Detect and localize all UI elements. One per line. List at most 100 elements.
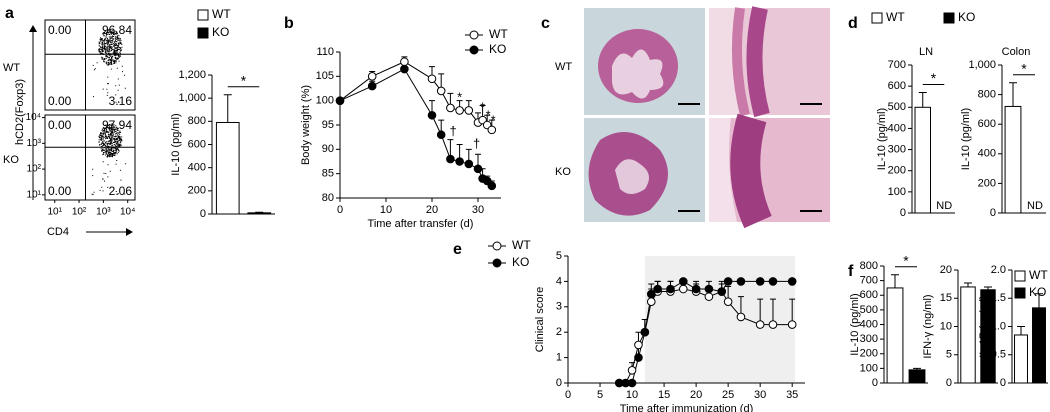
- value-label: ND: [936, 200, 952, 212]
- quadrant-value: 0.00: [48, 118, 72, 132]
- legend-label: KO: [512, 255, 529, 269]
- y-tick-label: 1,000: [968, 59, 996, 71]
- x-axis-label: CD4: [47, 226, 69, 238]
- x-tick-label: 10¹: [48, 207, 63, 218]
- y-axis-label: IL-10 (pg/ml): [960, 108, 972, 170]
- error-bar: [918, 91, 927, 108]
- x-tick-label: 10³: [96, 207, 111, 218]
- y-tick-label: 105: [316, 70, 334, 82]
- y-axis-label: IL-10 (pg/ml): [170, 113, 182, 175]
- significance: *: [241, 72, 247, 88]
- x-axis-label: Time after transfer (d): [368, 218, 474, 230]
- annotation: *: [486, 108, 491, 123]
- y-tick-label: 10: [940, 320, 952, 332]
- point: [646, 297, 656, 307]
- y-axis-label: Body weight (%): [300, 85, 312, 165]
- y-tick-label: 300: [860, 333, 878, 345]
- point: [723, 297, 733, 307]
- y-tick-label: 0: [556, 377, 562, 389]
- y-tick-label: 10³: [27, 138, 42, 149]
- y-tick-label: 200: [888, 165, 906, 177]
- y-tick-label: 15: [940, 292, 952, 304]
- bar: [1004, 105, 1022, 214]
- annotation: †: [473, 136, 480, 151]
- legend-swatch: [871, 12, 883, 24]
- point: [755, 277, 765, 286]
- y-tick-label: 1.5: [991, 292, 1006, 304]
- point: [436, 86, 446, 96]
- x-tick-label: 10: [626, 389, 638, 401]
- error-bar: [913, 367, 921, 370]
- plot-frame: [44, 19, 136, 111]
- y-tick-label: 1,000: [178, 92, 206, 104]
- row-label: KO: [3, 154, 19, 166]
- panel-label: e: [453, 241, 462, 258]
- y-tick-label: 0: [900, 207, 906, 219]
- legend-swatch: [943, 12, 955, 24]
- y-tick-label: 90: [322, 143, 334, 155]
- x-tick-label: 5: [597, 389, 603, 401]
- point: [678, 284, 688, 294]
- panel-label: f: [848, 263, 854, 280]
- point: [634, 353, 643, 362]
- y-tick-label: 400: [860, 318, 878, 330]
- point: [427, 110, 437, 120]
- error-bar: [984, 286, 992, 290]
- x-tick-label: 30: [754, 389, 766, 401]
- point: [736, 277, 746, 286]
- histology-images: [584, 6, 830, 229]
- y-axis-label: hCD2(Foxp3): [14, 79, 26, 145]
- y-tick-label: 0: [990, 207, 996, 219]
- point: [464, 106, 474, 115]
- y-tick-label: 95: [322, 119, 334, 131]
- y-tick-label: 0: [1000, 377, 1006, 389]
- annotation: †: [450, 124, 457, 139]
- error-bar: [255, 211, 264, 213]
- x-tick-label: 10²: [72, 207, 87, 218]
- legend-label: WT: [886, 10, 905, 24]
- series-line: [339, 68, 493, 187]
- y-tick-label: 500: [888, 101, 906, 113]
- bar: [886, 287, 904, 384]
- y-tick-label: 1,200: [178, 69, 206, 81]
- y-axis-label: Clinical score: [534, 287, 546, 352]
- point: [704, 284, 714, 294]
- point: [473, 164, 483, 174]
- y-tick-label: 0: [200, 208, 206, 220]
- bar: [1014, 334, 1028, 384]
- y-tick-label: 100: [316, 95, 334, 107]
- quadrant-value: 2.06: [109, 184, 133, 198]
- x-tick-label: 0: [565, 389, 571, 401]
- point: [464, 159, 474, 169]
- point: [691, 284, 701, 294]
- y-tick-label: 400: [888, 122, 906, 134]
- y-tick-label: 0: [946, 377, 952, 389]
- y-tick-label: 800: [978, 89, 996, 101]
- quadrant-value: 3.16: [109, 94, 133, 108]
- y-tick-label: 600: [888, 80, 906, 92]
- x-tick-label: 10: [380, 204, 392, 216]
- y-tick-label: 500: [860, 304, 878, 316]
- point: [446, 154, 455, 164]
- point: [455, 106, 464, 115]
- point: [653, 284, 662, 294]
- quadrant-value: 96.84: [102, 23, 132, 37]
- point: [704, 292, 714, 301]
- row-label: WT: [555, 61, 572, 73]
- legend-swatch: [197, 27, 209, 39]
- point: [627, 366, 637, 375]
- x-tick-label: 25: [722, 389, 734, 401]
- bar: [247, 212, 272, 215]
- point: [436, 130, 446, 140]
- legend-swatch: [197, 9, 209, 21]
- y-axis-label: IL-10 (pg/ml): [849, 293, 861, 355]
- quadrant-value: 97.94: [102, 118, 132, 132]
- annotation: *: [457, 90, 462, 105]
- y-tick-label: 600: [860, 289, 878, 301]
- legend-label: WT: [489, 27, 508, 41]
- bar: [215, 121, 240, 215]
- error-bar: [891, 274, 899, 288]
- point: [367, 72, 377, 81]
- y-tick-label: 3: [556, 301, 562, 313]
- point: [627, 378, 637, 388]
